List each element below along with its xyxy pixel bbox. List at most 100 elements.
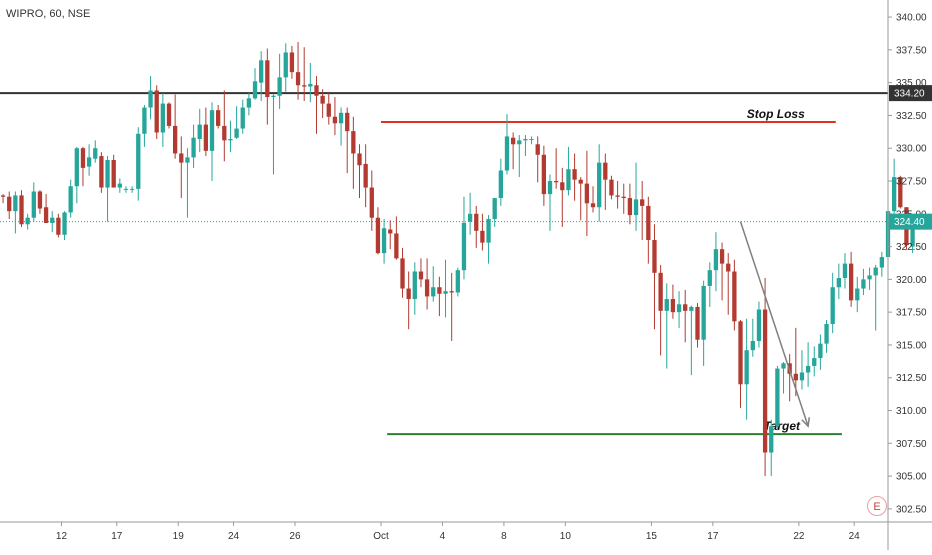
candle-body <box>640 199 645 206</box>
x-tick-label: 24 <box>228 531 240 542</box>
candle-body <box>664 299 669 311</box>
candle-body <box>812 358 817 366</box>
candle-body <box>492 198 497 220</box>
candle-body <box>781 363 786 369</box>
candle-body <box>172 125 178 154</box>
candle-body <box>449 291 454 293</box>
candle-body <box>879 257 885 268</box>
candle-body <box>633 199 639 216</box>
candle-body <box>277 77 282 96</box>
candle-body <box>68 186 73 213</box>
x-tick-label: Oct <box>373 531 389 542</box>
candle-body <box>467 213 473 222</box>
candles <box>0 41 915 477</box>
candle-body <box>369 187 374 218</box>
candle-body <box>283 52 288 78</box>
candle-body <box>166 103 172 126</box>
candle-body <box>836 278 841 288</box>
candle-body <box>234 128 239 138</box>
candle-body <box>80 148 86 168</box>
x-tick-label: 4 <box>440 531 446 542</box>
candle-body <box>861 279 866 289</box>
candle-body <box>517 140 522 145</box>
candle-body <box>185 157 190 163</box>
candle-body <box>529 139 534 141</box>
candle-body <box>584 183 590 204</box>
candle-body <box>910 221 915 247</box>
candle-body <box>203 124 209 151</box>
candle-body <box>123 188 129 190</box>
candle-body <box>381 228 387 254</box>
candle-body <box>793 373 798 381</box>
projection-arrowhead <box>801 417 811 428</box>
candle-body <box>609 179 614 196</box>
earnings-badge[interactable]: E <box>867 496 887 516</box>
candle-body <box>375 217 381 254</box>
candle-body <box>222 125 227 141</box>
x-tick-label: 24 <box>849 531 861 542</box>
candle-body <box>418 271 424 280</box>
candle-body <box>136 133 141 189</box>
candle-body <box>873 267 878 276</box>
candle-body <box>738 321 743 385</box>
candle-body <box>719 249 725 264</box>
current-price-box <box>889 213 932 230</box>
candle-body <box>314 85 319 96</box>
candle-body <box>99 156 104 188</box>
candle-body <box>246 98 252 108</box>
candle-body <box>535 144 540 155</box>
candle-body <box>240 107 245 129</box>
candle-body <box>105 160 110 188</box>
candle-body <box>504 136 510 171</box>
x-tick-label: 17 <box>707 531 719 542</box>
stop-loss-label: Stop Loss <box>747 107 805 121</box>
y-tick-label: 307.50 <box>896 439 927 450</box>
candle-body <box>0 195 6 197</box>
x-tick-label: 22 <box>793 531 805 542</box>
candle-body <box>615 195 620 197</box>
candle-body <box>117 183 122 188</box>
candle-body <box>799 372 805 381</box>
x-tick-label: 15 <box>646 531 658 542</box>
candle-body <box>338 112 344 124</box>
candle-body <box>769 426 774 453</box>
candle-body <box>898 177 903 208</box>
candle-body <box>93 148 98 159</box>
candle-body <box>74 148 79 187</box>
candle-body <box>621 196 626 199</box>
candle-body <box>627 198 633 216</box>
y-tick-label: 305.00 <box>896 472 927 483</box>
candle-body <box>891 177 897 212</box>
y-tick-label: 315.00 <box>896 340 927 351</box>
candle-body <box>572 169 577 180</box>
candle-body <box>62 212 67 235</box>
candle-body <box>547 180 553 195</box>
x-tick-label: 19 <box>173 531 185 542</box>
candle-body <box>31 191 36 218</box>
candle-body <box>320 95 325 104</box>
y-tick-label: 322.50 <box>896 242 927 253</box>
candle-body <box>554 180 559 183</box>
candle-body <box>43 207 49 223</box>
candle-body <box>867 275 872 280</box>
candle-body <box>431 287 436 297</box>
x-tick-label: 8 <box>501 531 507 542</box>
candle-body <box>676 304 682 313</box>
candle-body <box>129 188 135 190</box>
candle-body <box>400 258 405 289</box>
candle-body <box>474 213 479 231</box>
candle-body <box>523 139 528 141</box>
candle-body <box>775 368 780 427</box>
candle-body <box>25 217 30 225</box>
candle-body <box>566 169 571 191</box>
candle-body <box>461 222 467 271</box>
candle-body <box>510 137 516 145</box>
y-tick-label: 320.00 <box>896 275 927 286</box>
resistance-price-box <box>889 85 932 102</box>
y-tick-label: 337.50 <box>896 45 927 56</box>
candle-body <box>406 288 411 300</box>
y-tick-label: 310.00 <box>896 406 927 417</box>
